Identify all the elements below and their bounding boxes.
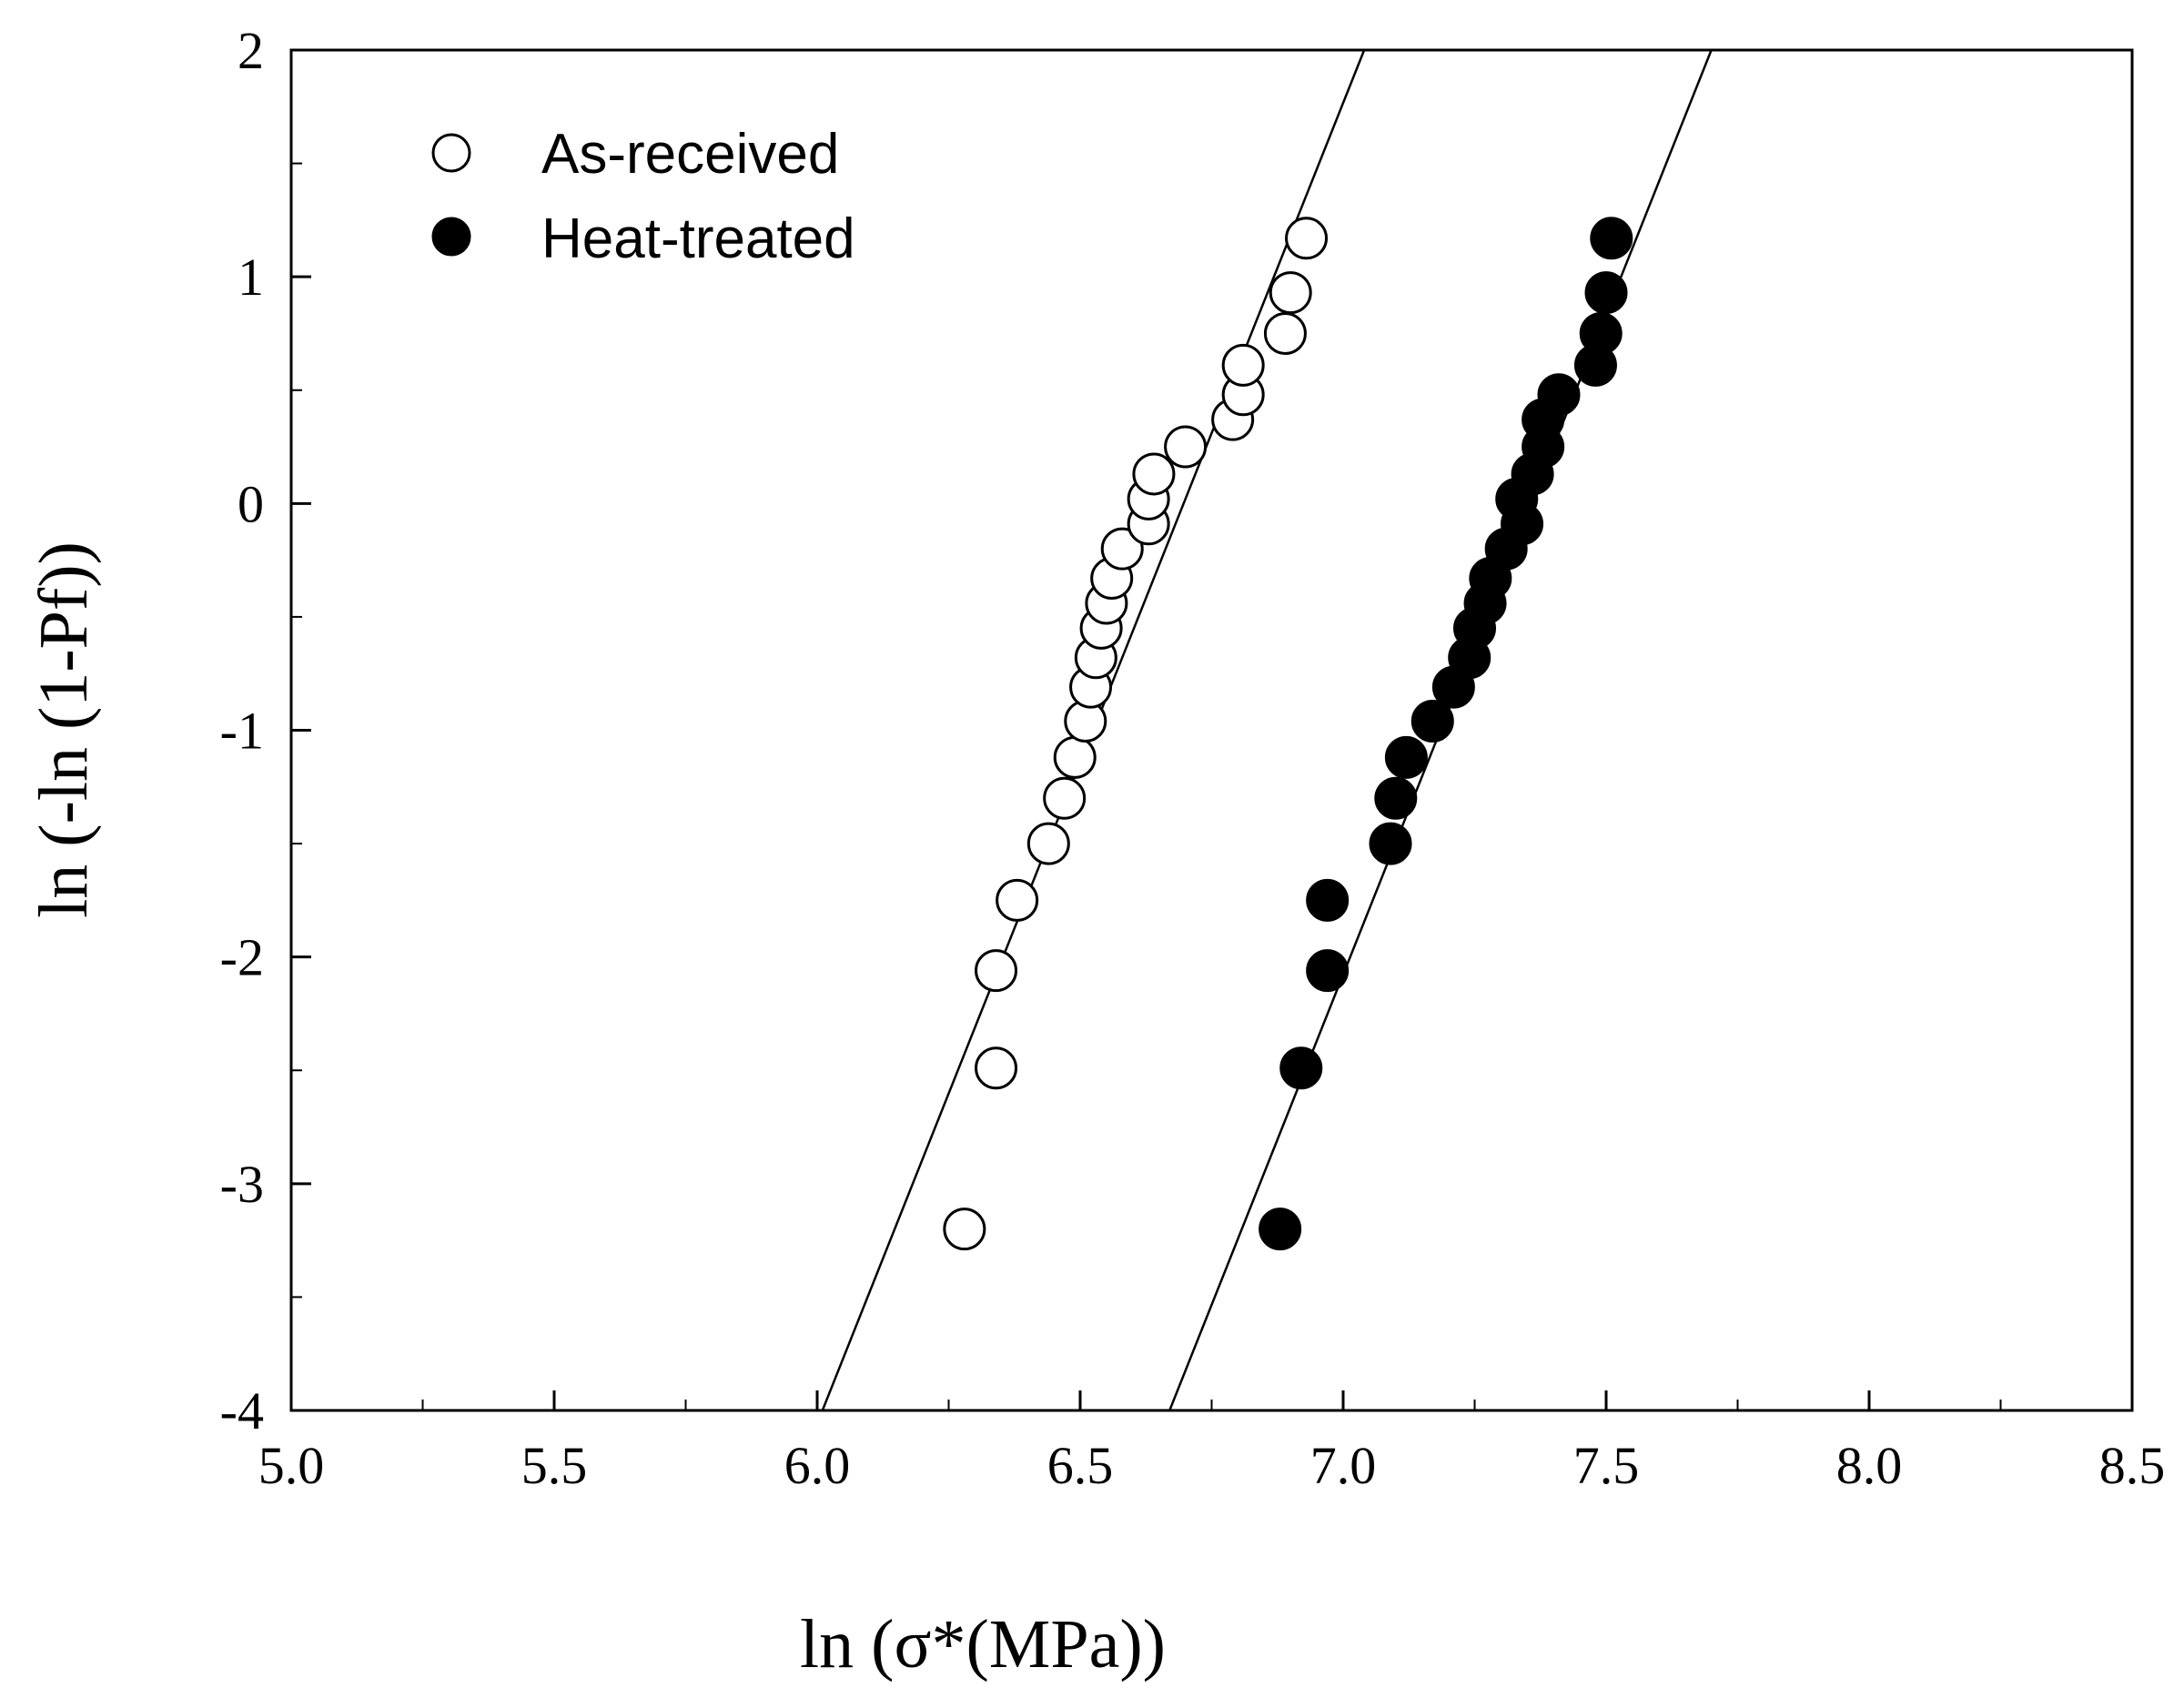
- data-point-heat-treated: [1306, 949, 1350, 993]
- y-tick-label: 1: [238, 248, 264, 307]
- data-point-heat-treated: [1279, 1046, 1323, 1090]
- data-point-heat-treated: [1590, 217, 1633, 260]
- x-tick-label: 6.5: [1047, 1436, 1114, 1495]
- data-point-as-received: [943, 1208, 986, 1251]
- data-point-heat-treated: [1306, 878, 1350, 922]
- y-axis: -4 -3 -2 -1 0 1 2: [220, 21, 311, 1440]
- x-axis-title: ln (σ*(MPa)): [800, 1606, 1166, 1683]
- y-axis-title: ln (-ln (1-Pf)): [25, 541, 102, 918]
- data-point-as-received: [1269, 271, 1312, 315]
- data-point-as-received: [1100, 527, 1144, 571]
- data-point-heat-treated: [1259, 1208, 1302, 1251]
- y-tick-label: -2: [220, 928, 264, 987]
- legend-label-as-received: As-received: [541, 123, 839, 186]
- legend-label-heat-treated: Heat-treated: [541, 207, 855, 270]
- data-point-as-received: [1132, 452, 1176, 496]
- data-point-as-received: [1164, 425, 1208, 469]
- data-point-heat-treated: [1369, 822, 1412, 865]
- y-tick-label: 2: [238, 21, 264, 80]
- data-point-heat-treated: [1410, 700, 1454, 743]
- data-point-heat-treated: [1537, 373, 1581, 417]
- data-point-as-received: [1053, 735, 1097, 779]
- data-point-heat-treated: [1374, 776, 1418, 820]
- data-point-as-received: [975, 1046, 1018, 1090]
- plot-content: [821, 49, 1713, 1411]
- x-tick-label: 7.0: [1310, 1436, 1377, 1495]
- legend-marker-as-received: [431, 133, 471, 173]
- data-point-as-received: [1221, 343, 1265, 387]
- x-tick-label: 6.0: [784, 1436, 851, 1495]
- x-tick-label: 5.0: [258, 1436, 325, 1495]
- data-point-as-received: [1263, 311, 1307, 355]
- x-tick-label: 8.0: [1836, 1436, 1903, 1495]
- data-point-as-received: [996, 878, 1039, 922]
- y-tick-label: -4: [220, 1381, 264, 1440]
- x-tick-label: 5.5: [521, 1436, 588, 1495]
- data-point-heat-treated: [1384, 735, 1428, 779]
- legend: As-received Heat-treated: [431, 123, 855, 270]
- data-point-as-received: [1285, 217, 1329, 260]
- y-tick-label: -1: [220, 702, 264, 761]
- x-tick-label: 7.5: [1573, 1436, 1640, 1495]
- legend-marker-heat-treated: [431, 217, 471, 257]
- x-axis: 5.0 5.5 6.0 6.5 7.0 7.5 8.0 8.5: [258, 1390, 2166, 1495]
- data-point-as-received: [975, 949, 1018, 993]
- data-point-as-received: [1043, 776, 1087, 820]
- data-point-heat-treated: [1579, 311, 1623, 355]
- x-tick-label: 8.5: [2099, 1436, 2166, 1495]
- data-point-heat-treated: [1584, 271, 1628, 315]
- data-point-as-received: [1026, 822, 1070, 865]
- y-tick-label: 0: [238, 474, 264, 533]
- y-tick-label: -3: [220, 1155, 264, 1214]
